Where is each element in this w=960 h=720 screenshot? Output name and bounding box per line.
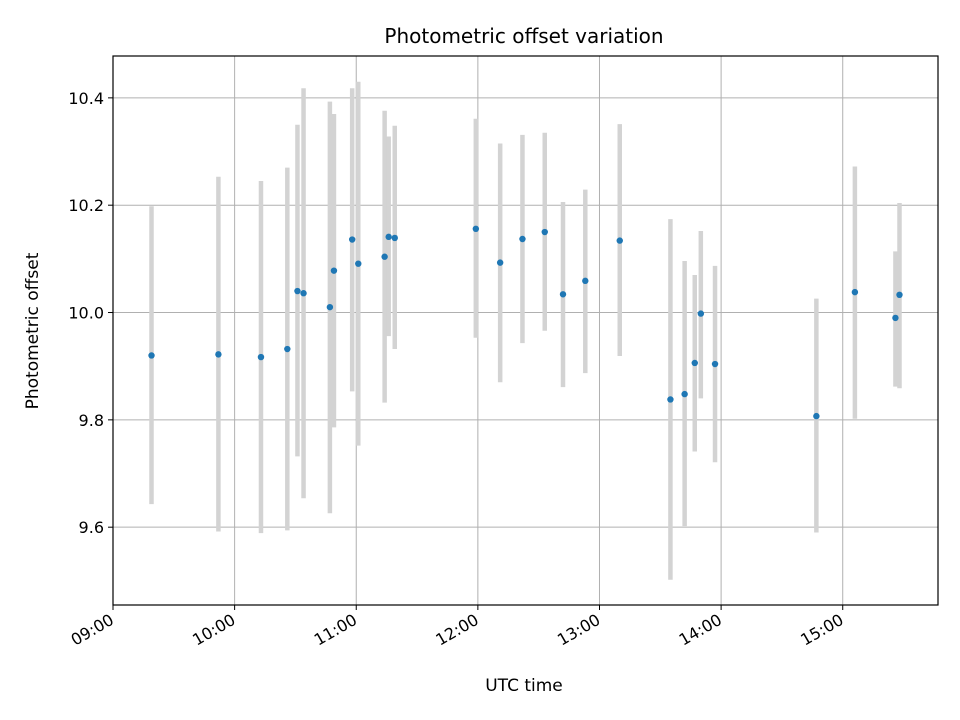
data-point xyxy=(559,291,567,298)
y-tick-label: 10.4 xyxy=(68,89,104,108)
x-tick-label: 10:00 xyxy=(189,610,238,650)
data-point xyxy=(215,351,222,358)
y-axis-label: Photometric offset xyxy=(23,252,43,409)
chart-title: Photometric offset variation xyxy=(384,24,663,48)
data-point xyxy=(711,360,719,368)
data-point xyxy=(691,359,698,367)
data-point xyxy=(257,353,265,361)
data-point xyxy=(496,259,504,266)
data-point xyxy=(667,396,674,403)
x-tick-label: 15:00 xyxy=(797,610,846,650)
data-point xyxy=(385,233,392,241)
data-point xyxy=(813,412,820,420)
data-point xyxy=(472,225,480,233)
data-point xyxy=(284,345,291,353)
data-point xyxy=(330,267,338,274)
data-point xyxy=(519,235,526,243)
x-tick-label: 09:00 xyxy=(68,610,117,650)
y-tick-label: 9.8 xyxy=(79,411,104,430)
data-point xyxy=(148,352,155,359)
data-point xyxy=(355,260,362,267)
data-point xyxy=(851,288,859,296)
plot-frame xyxy=(112,55,939,606)
data-point xyxy=(326,303,334,311)
data-point xyxy=(896,291,903,299)
data-point xyxy=(616,237,623,244)
y-tick-label: 10.0 xyxy=(68,304,104,323)
data-point xyxy=(381,253,388,260)
data-point xyxy=(892,314,899,322)
data-point xyxy=(681,390,688,398)
data-points xyxy=(148,225,903,420)
x-tick-label: 12:00 xyxy=(432,610,481,650)
x-tick-label: 13:00 xyxy=(554,610,603,650)
data-point xyxy=(697,310,705,317)
data-point xyxy=(391,234,398,242)
x-tick-label: 11:00 xyxy=(311,610,360,650)
x-axis-ticks: 09:00 10:00 11:00 12:00 13:00 14:00 15:00 xyxy=(68,605,847,650)
data-point xyxy=(541,228,548,236)
error-bars xyxy=(149,81,902,580)
y-tick-label: 9.6 xyxy=(79,518,104,537)
x-tick-label: 14:00 xyxy=(676,610,725,650)
data-point xyxy=(582,277,589,285)
x-axis-label: UTC time xyxy=(485,676,563,696)
data-point xyxy=(300,290,307,297)
y-tick-label: 10.2 xyxy=(68,196,104,215)
data-point xyxy=(294,287,301,295)
data-point xyxy=(348,236,356,243)
y-axis-ticks: 9.6 9.8 10.0 10.2 10.4 xyxy=(68,89,113,537)
